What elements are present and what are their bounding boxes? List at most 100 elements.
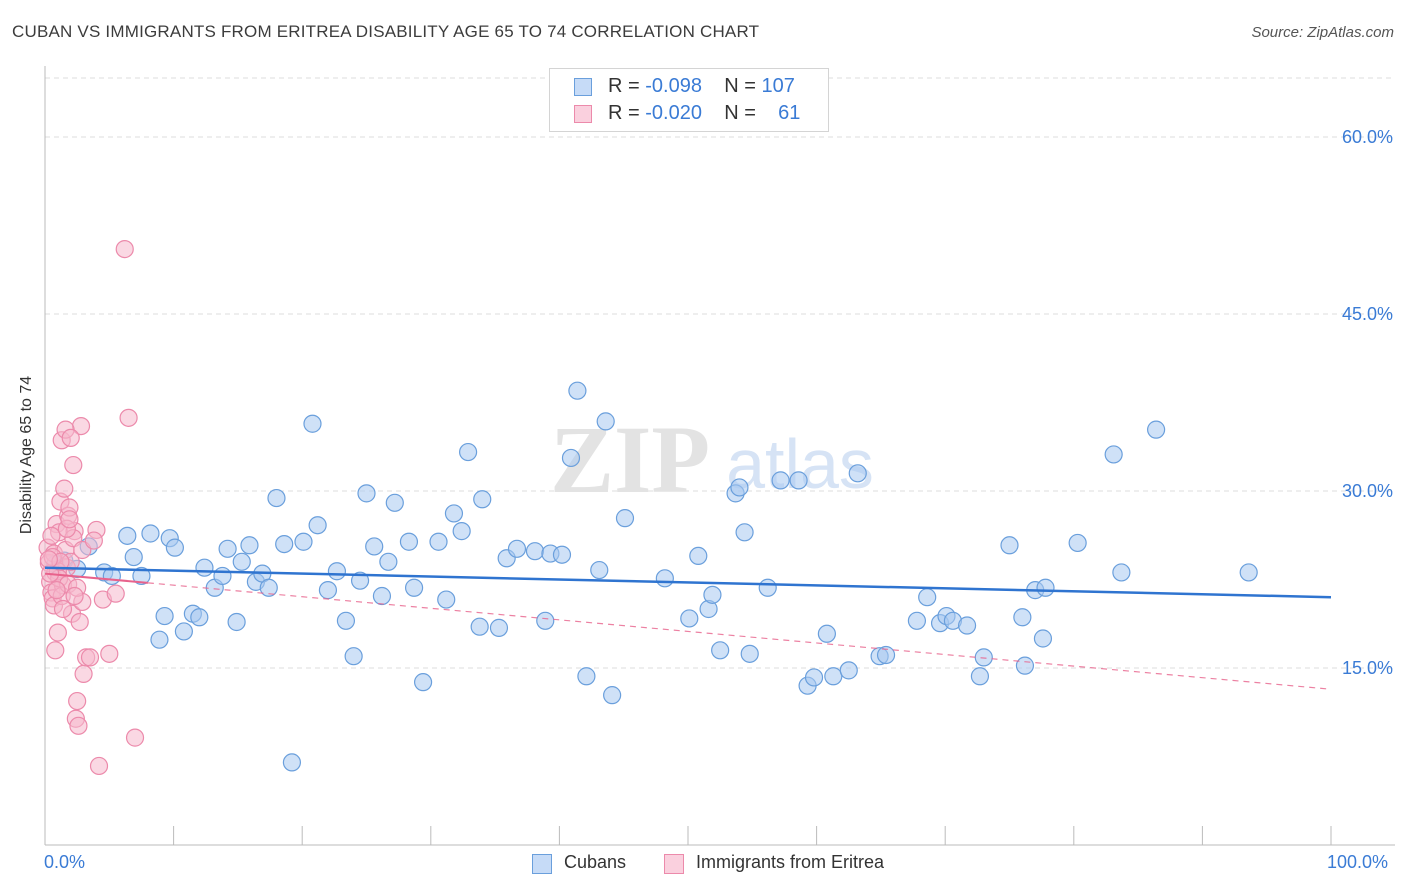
cubans-point	[758, 578, 777, 597]
eritrea-point	[53, 599, 73, 619]
correlation-legend: R = -0.098 N = 107 R = -0.020 N = 61	[549, 68, 829, 132]
y-tick-label-60: 60.0%	[1342, 127, 1393, 147]
eritrea-point	[64, 455, 83, 475]
eritrea-point	[84, 531, 103, 550]
cubans-point	[141, 524, 160, 543]
y-tick-label-30: 30.0%	[1342, 481, 1393, 501]
cubans-point	[473, 490, 492, 509]
eritrea-point	[89, 756, 109, 776]
eritrea-point	[39, 550, 58, 569]
cubans-point	[213, 566, 232, 586]
cubans-point	[132, 566, 151, 586]
eritrea-point	[74, 664, 93, 684]
cubans-point	[240, 536, 259, 555]
eritrea-point	[65, 586, 84, 606]
cubans-point	[379, 552, 398, 571]
eritrea-point	[46, 641, 65, 660]
cubans-point	[536, 611, 555, 630]
eritrea-point	[119, 408, 138, 427]
cubans-point	[318, 581, 338, 600]
cubans-point	[568, 381, 587, 400]
eritrea-point	[68, 691, 87, 711]
eritrea-point	[100, 644, 119, 663]
cubans-point	[489, 618, 509, 637]
cubans-point	[372, 586, 392, 606]
cubans-point	[458, 442, 478, 462]
cubans-point	[1036, 578, 1055, 597]
y-tick-label-45: 45.0%	[1342, 304, 1393, 324]
legend-swatch-cubans	[574, 78, 592, 96]
cubans-point	[1104, 445, 1123, 464]
cubans-point	[552, 545, 572, 564]
cubans-point	[452, 522, 471, 541]
eritrea-point	[80, 648, 100, 667]
legend-swatch-eritrea	[574, 105, 592, 123]
axes	[44, 66, 1395, 846]
cubans-point	[711, 641, 730, 660]
cubans-point	[437, 590, 456, 609]
cubans-point	[336, 611, 356, 630]
eritrea-point	[55, 479, 74, 498]
eritrea-point	[115, 240, 134, 259]
cubans-point	[124, 547, 143, 567]
cubans-point	[1033, 629, 1053, 648]
cubans-point	[525, 542, 545, 561]
cubans-point	[190, 608, 209, 627]
cubans-point	[259, 578, 278, 597]
y-tick-labels: 15.0% 30.0% 45.0% 60.0%	[1342, 127, 1393, 678]
cubans-point	[227, 612, 246, 632]
cubans-point	[615, 509, 635, 528]
cubans-point	[561, 448, 581, 468]
cubans-point	[655, 569, 674, 588]
cubans-point	[507, 539, 527, 558]
bottom-legend-label-eritrea: Immigrants from Eritrea	[696, 852, 885, 872]
legend-text-eritrea: R = -0.020 N = 61	[608, 102, 801, 124]
cubans-point	[577, 667, 596, 686]
cubans-point	[232, 552, 251, 571]
bottom-legend-swatch-eritrea	[664, 854, 684, 874]
cubans-point	[974, 648, 993, 667]
cubans-point	[282, 753, 302, 772]
cubans-point	[596, 412, 615, 431]
eritrea-point	[42, 526, 61, 545]
watermark-atlas: atlas	[726, 425, 874, 503]
cubans-point	[1112, 563, 1131, 582]
cubans-point	[275, 534, 294, 554]
cubans-point	[429, 532, 448, 551]
cubans-point	[308, 516, 327, 535]
cubans-point	[817, 624, 836, 643]
cubans-point	[824, 667, 843, 686]
cubans-point	[1013, 608, 1032, 627]
cubans-point	[603, 686, 622, 705]
cubans-point	[327, 562, 347, 581]
cubans-point	[907, 611, 927, 630]
cubans-point	[350, 571, 370, 590]
cubans-point	[365, 537, 384, 556]
cubans-point	[1147, 420, 1166, 439]
cubans-point	[470, 617, 489, 636]
cubans-point	[703, 585, 722, 604]
cubans-point	[1068, 533, 1087, 553]
cubans-point	[150, 630, 169, 649]
cubans-point	[399, 532, 419, 551]
cubans-point	[294, 532, 313, 551]
cubans-point	[839, 661, 858, 680]
bottom-legend-swatch-cubans	[532, 854, 552, 874]
cubans-point	[680, 609, 699, 628]
cubans-point	[118, 526, 137, 545]
source-label: Source: ZipAtlas.com	[1251, 24, 1394, 41]
cubans-point	[848, 464, 867, 483]
cubans-point	[876, 645, 896, 665]
eritrea-point	[48, 623, 67, 642]
eritrea-point	[125, 728, 145, 747]
cubans-point	[165, 538, 184, 557]
cubans-point	[804, 668, 824, 687]
bottom-legend-label-cubans: Cubans	[564, 852, 627, 872]
cubans-point	[357, 484, 376, 503]
cubans-point	[771, 471, 790, 490]
eritrea-point	[60, 510, 79, 529]
cubans-point	[195, 558, 214, 577]
cubans-point	[218, 539, 237, 558]
cubans-point	[730, 478, 749, 497]
